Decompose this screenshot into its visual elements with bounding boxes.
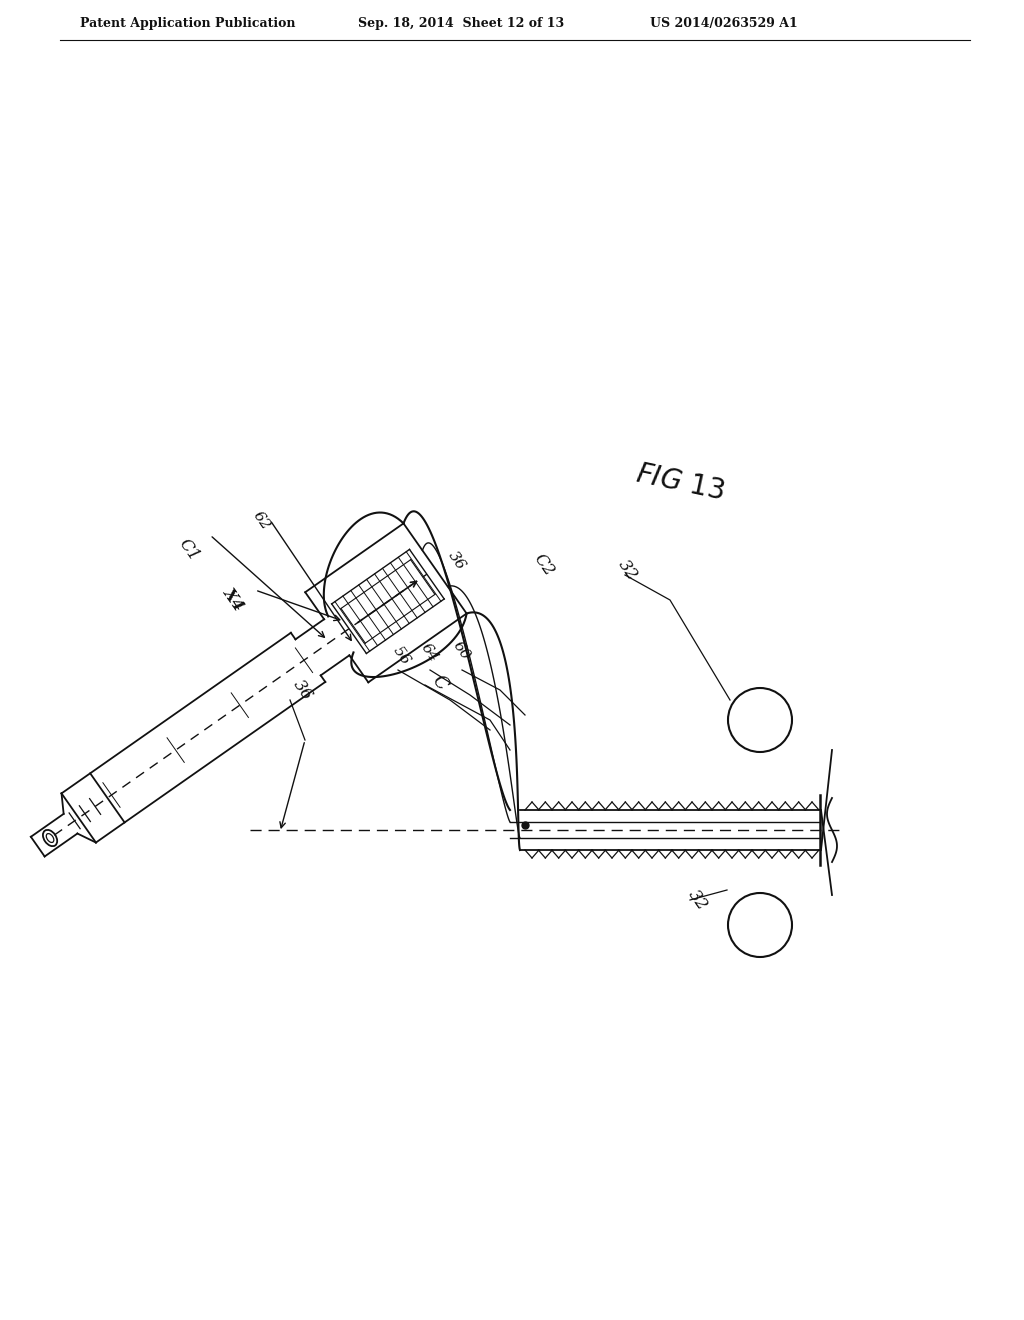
- Text: X4: X4: [220, 585, 248, 614]
- Text: 36: 36: [290, 677, 316, 704]
- Text: C1: C1: [175, 535, 203, 564]
- Text: 62: 62: [250, 510, 272, 533]
- Text: 36: 36: [445, 549, 468, 573]
- Text: 32: 32: [685, 887, 711, 913]
- Text: Sep. 18, 2014  Sheet 12 of 13: Sep. 18, 2014 Sheet 12 of 13: [358, 17, 564, 30]
- Text: 56: 56: [390, 644, 413, 668]
- Text: 32: 32: [615, 557, 641, 583]
- Text: US 2014/0263529 A1: US 2014/0263529 A1: [650, 17, 798, 30]
- Text: 64: 64: [418, 642, 440, 665]
- Text: $\it{FIG\ 13}$: $\it{FIG\ 13}$: [633, 461, 727, 506]
- Text: C2: C2: [530, 550, 557, 579]
- Text: Patent Application Publication: Patent Application Publication: [80, 17, 296, 30]
- Text: C: C: [428, 672, 451, 694]
- Text: 60: 60: [450, 639, 473, 663]
